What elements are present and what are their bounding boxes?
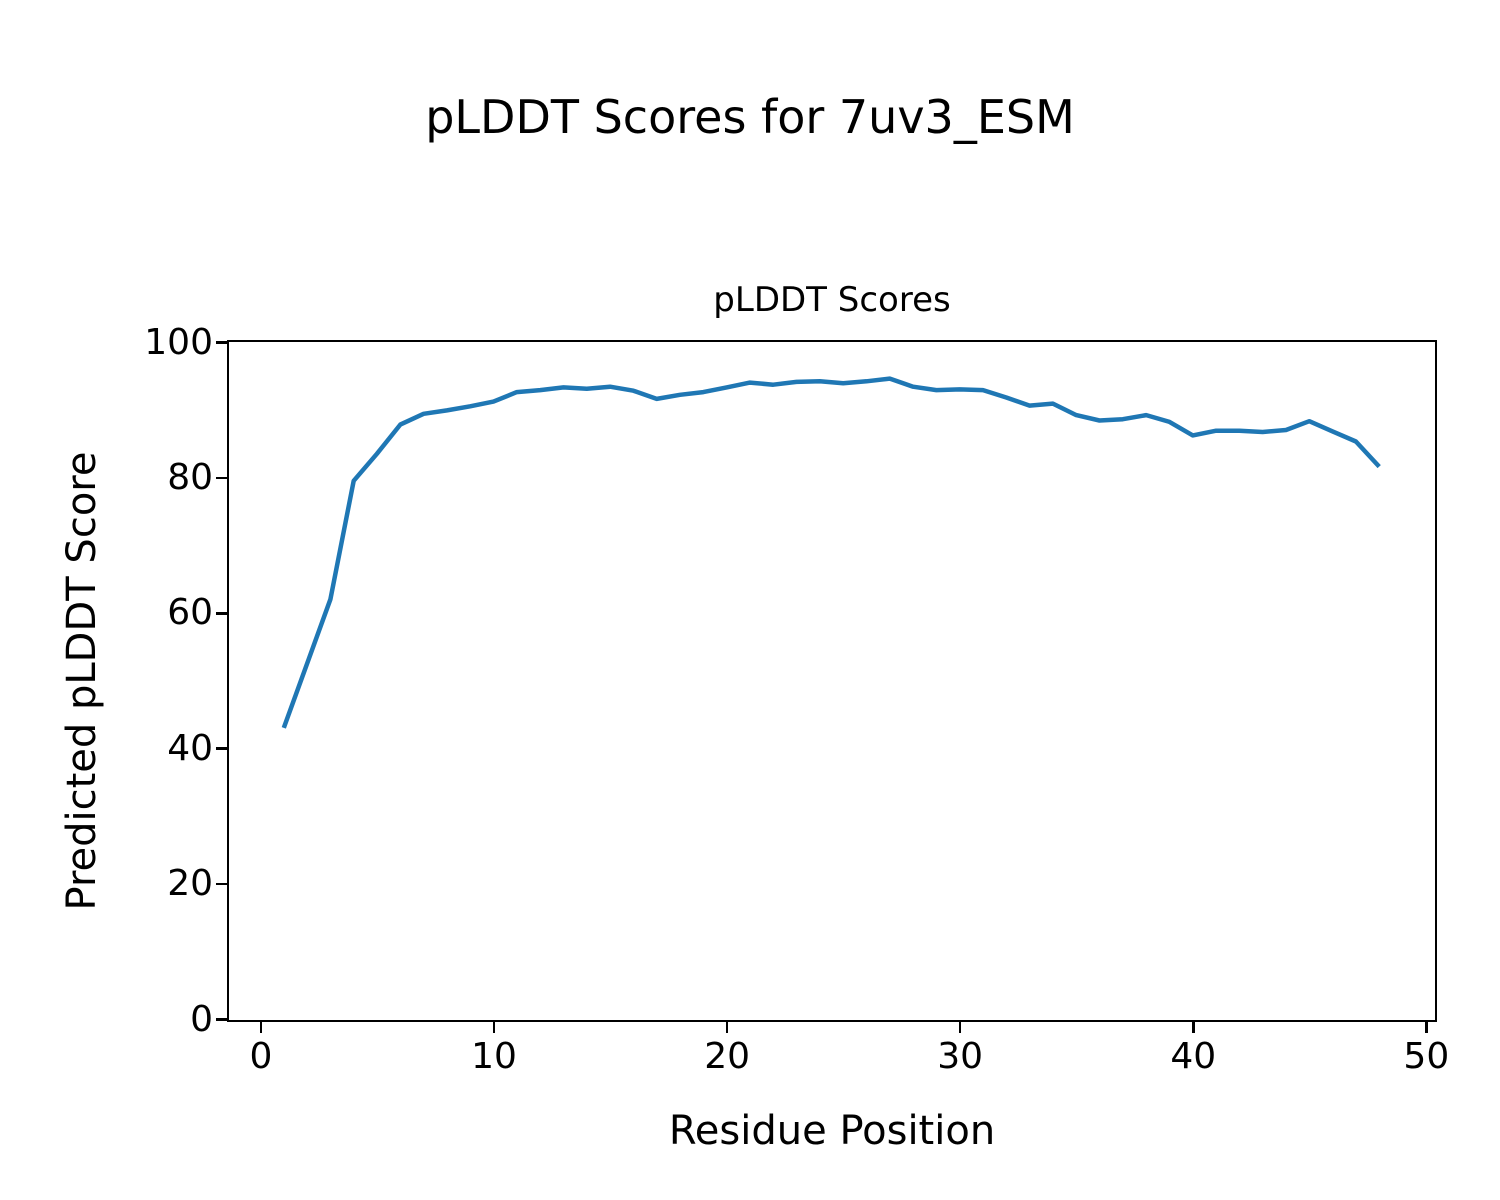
x-tick-label: 20 xyxy=(704,1036,751,1077)
plddt-line xyxy=(281,376,1381,729)
x-tick-label: 50 xyxy=(1403,1036,1450,1077)
x-tick-mark xyxy=(958,1022,962,1033)
y-tick-label: 100 xyxy=(144,321,213,363)
y-tick-mark xyxy=(216,747,227,750)
x-tick-label: 0 xyxy=(249,1036,273,1077)
x-tick-mark xyxy=(725,1022,729,1033)
y-tick-label: 0 xyxy=(190,998,213,1040)
x-tick-label: 10 xyxy=(471,1036,517,1077)
y-tick-mark xyxy=(216,1018,227,1021)
x-tick-mark xyxy=(259,1022,263,1033)
y-tick-label: 40 xyxy=(167,727,213,769)
plot-canvas xyxy=(281,376,1381,729)
x-tick-label: 40 xyxy=(1170,1036,1217,1077)
x-tick-label: 30 xyxy=(937,1036,984,1077)
y-tick-label: 20 xyxy=(167,863,213,905)
y-tick-label: 60 xyxy=(167,592,213,634)
y-tick-mark xyxy=(216,882,227,886)
y-tick-label: 80 xyxy=(167,457,213,499)
plot-area xyxy=(227,340,1437,1022)
figure-title: pLDDT Scores for 7uv3_ESM xyxy=(425,90,1075,144)
x-axis-label: Residue Position xyxy=(668,1108,996,1154)
y-tick-mark xyxy=(216,476,227,480)
y-axis-label: Predicted pLDDT Score xyxy=(59,451,105,911)
y-tick-mark xyxy=(216,612,227,615)
x-tick-mark xyxy=(1192,1022,1195,1033)
x-tick-mark xyxy=(1425,1022,1428,1033)
y-tick-mark xyxy=(216,341,227,344)
x-tick-mark xyxy=(492,1022,496,1033)
axes-title: pLDDT Scores xyxy=(713,280,951,320)
